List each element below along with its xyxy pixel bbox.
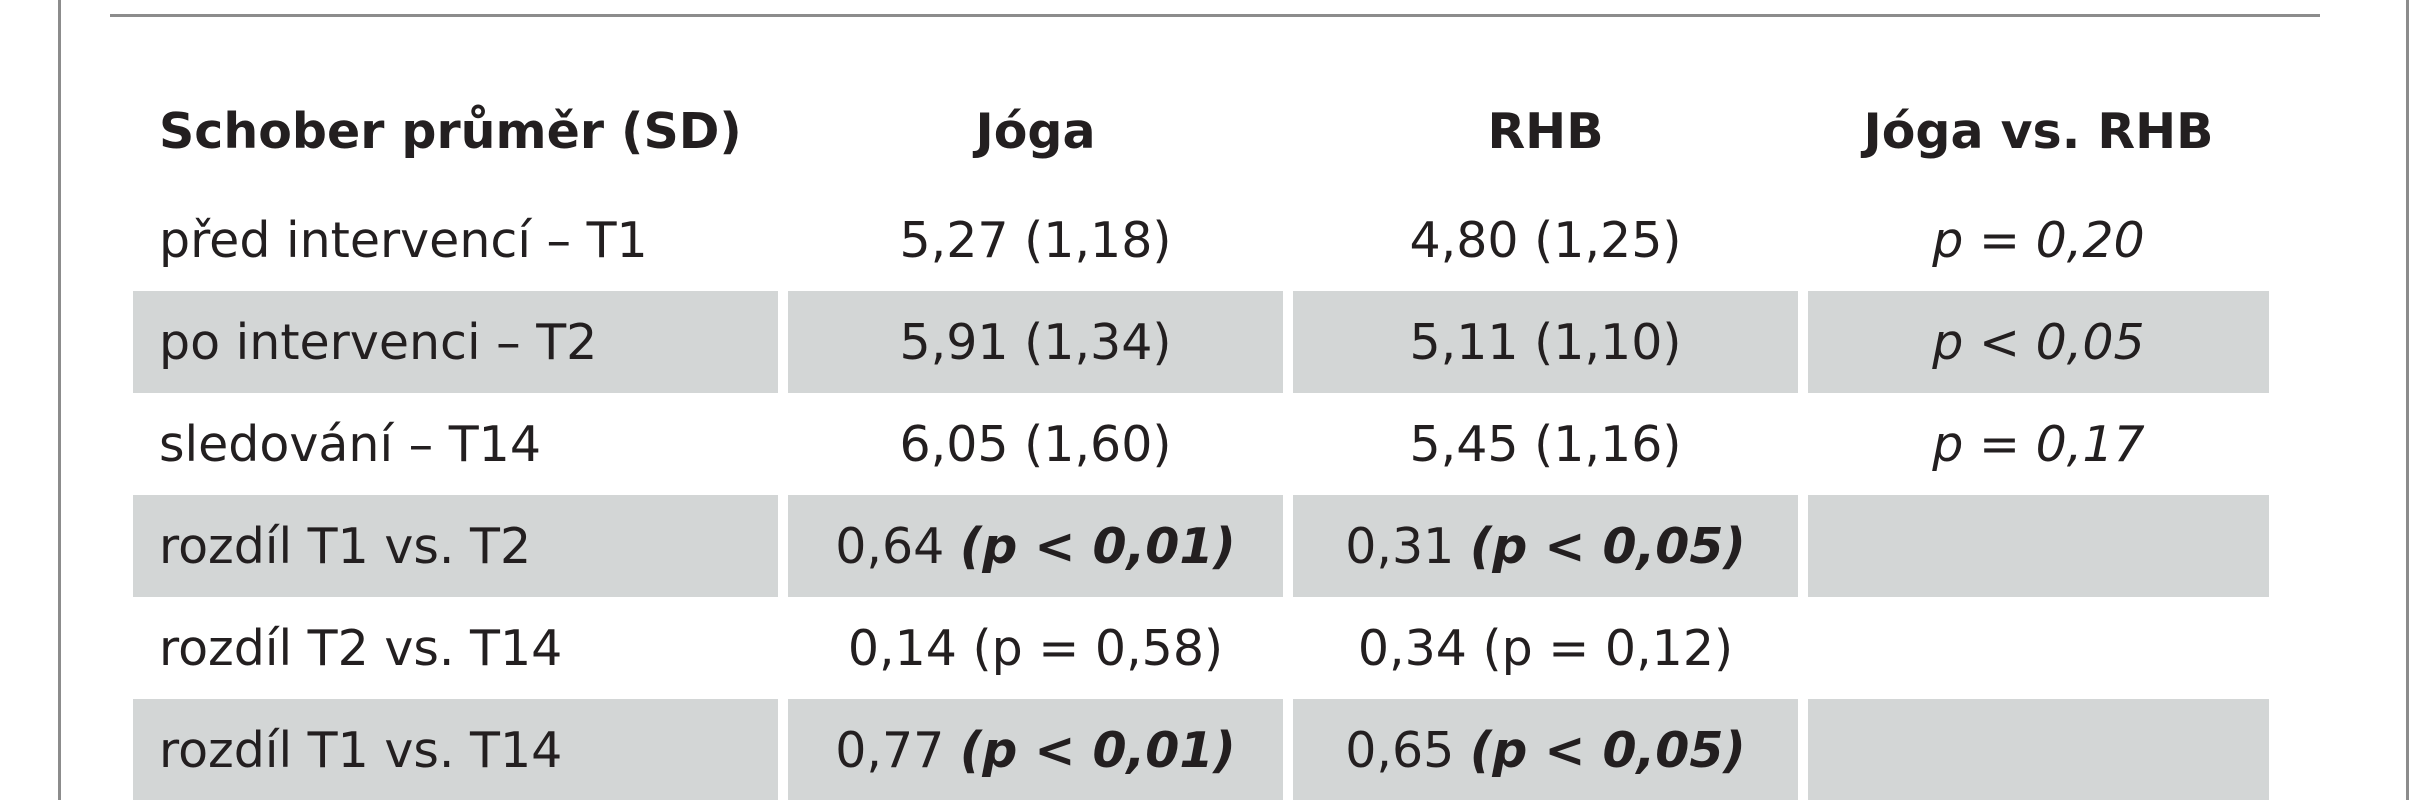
row-label: po intervenci – T2 (133, 291, 778, 393)
row-label: rozdíl T2 vs. T14 (159, 619, 563, 677)
rhb-cell: 5,11 (1,10) (1293, 291, 1798, 393)
row-label: před intervencí – T1 (159, 211, 648, 269)
table-header-row: Schober průměr (SD) Jóga RHB Jóga vs. RH… (133, 73, 2269, 189)
table-row: rozdíl T1 vs. T2 0,64 (p < 0,01) 0,31 (p… (133, 495, 2269, 597)
rhb-cell: 4,80 (1,25) (1293, 189, 1798, 291)
header-joga: Jóga (975, 102, 1096, 160)
rhb-cell: 0,65 (p < 0,05) (1293, 699, 1798, 800)
comparison-cell: p = 0,17 (1932, 415, 2145, 473)
rhb-value: 0,31 (1345, 517, 1455, 575)
joga-cell: 5,91 (1,34) (788, 291, 1283, 393)
rhb-value: 5,11 (1,10) (1409, 313, 1682, 371)
comparison-cell: p = 0,20 (1932, 211, 2145, 269)
comparison-cell (1808, 699, 2269, 800)
joga-value: 5,27 (1,18) (899, 211, 1172, 269)
joga-cell: 0,77 (p < 0,01) (788, 699, 1283, 800)
joga-cell: 0,64 (p < 0,01) (788, 495, 1283, 597)
rhb-cell: 0,31 (p < 0,05) (1293, 495, 1798, 597)
table-row: po intervenci – T2 5,91 (1,34) 5,11 (1,1… (133, 291, 2269, 393)
frame-right-border (2406, 0, 2409, 800)
rhb-value: 4,80 (1,25) (1409, 211, 1682, 269)
rhb-cell: 0,34 (p = 0,12) (1293, 597, 1798, 699)
comparison-cell (1808, 495, 2269, 597)
table-row: rozdíl T2 vs. T14 0,14 (p = 0,58) 0,34 (… (133, 597, 2269, 699)
table-row: před intervencí – T1 5,27 (1,18) 4,80 (1… (133, 189, 2269, 291)
rhb-value: 5,45 (1,16) (1409, 415, 1682, 473)
row-label: sledování – T14 (159, 415, 541, 473)
top-rule (110, 14, 2320, 17)
joga-cell: 5,27 (1,18) (788, 189, 1283, 291)
joga-value: 0,64 (835, 517, 945, 575)
table-row: sledování – T14 6,05 (1,60) 5,45 (1,16) … (133, 393, 2269, 495)
comparison-cell (1808, 597, 2269, 699)
table-row: rozdíl T1 vs. T14 0,77 (p < 0,01) 0,65 (… (133, 699, 2269, 800)
header-joga-vs-rhb: Jóga vs. RHB (1863, 102, 2214, 160)
comparison-cell: p < 0,05 (1808, 291, 2269, 393)
frame-left-border (58, 0, 61, 800)
joga-value: 6,05 (1,60) (899, 415, 1172, 473)
header-rhb: RHB (1487, 102, 1604, 160)
rhb-value: 0,34 (p = 0,12) (1357, 619, 1734, 677)
row-label: rozdíl T1 vs. T2 (133, 495, 778, 597)
joga-value: 0,77 (835, 721, 945, 779)
joga-value: 5,91 (1,34) (899, 313, 1172, 371)
rhb-value: 0,65 (1345, 721, 1455, 779)
joga-cell: 0,14 (p = 0,58) (788, 597, 1283, 699)
table-body: před intervencí – T1 5,27 (1,18) 4,80 (1… (133, 189, 2269, 800)
rhb-significance: (p < 0,05) (1469, 721, 1746, 779)
joga-significance: (p < 0,01) (959, 517, 1236, 575)
schober-results-table: Schober průměr (SD) Jóga RHB Jóga vs. RH… (123, 73, 2279, 800)
joga-significance: (p < 0,01) (959, 721, 1236, 779)
header-schober-mean: Schober průměr (SD) (159, 102, 742, 160)
rhb-cell: 5,45 (1,16) (1293, 393, 1798, 495)
joga-cell: 6,05 (1,60) (788, 393, 1283, 495)
joga-value: 0,14 (p = 0,58) (847, 619, 1224, 677)
rhb-significance: (p < 0,05) (1469, 517, 1746, 575)
row-label: rozdíl T1 vs. T14 (133, 699, 778, 800)
